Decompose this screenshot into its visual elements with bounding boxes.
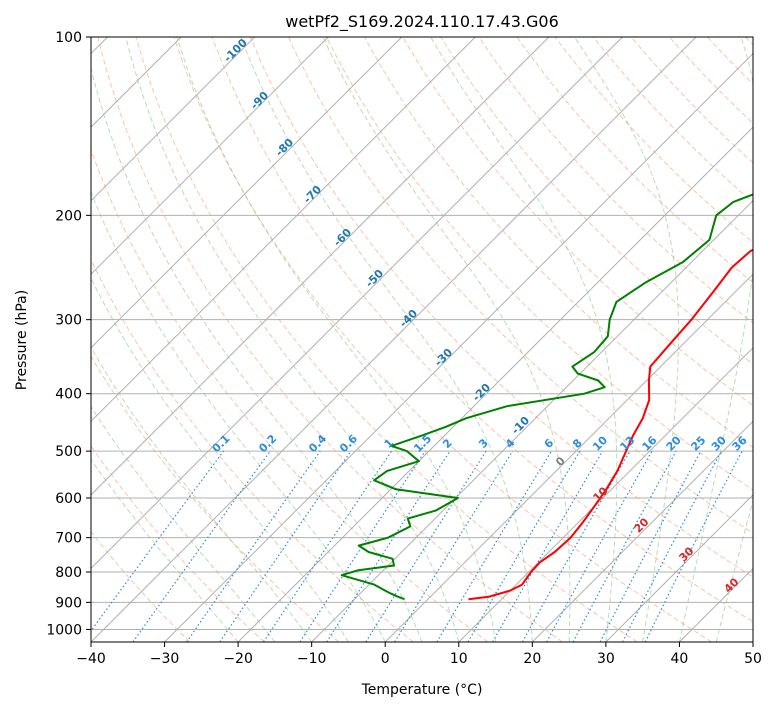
x-tick-label: 20 <box>523 651 541 667</box>
dewpoint-profile <box>340 193 753 601</box>
mixing-ratio-line <box>546 450 653 642</box>
y-tick-label: 100 <box>55 30 82 46</box>
y-tick-label: 200 <box>55 208 82 224</box>
dry-adiabat <box>249 37 753 578</box>
x-axis-label: Temperature (°C) <box>361 682 483 698</box>
mixing-ratio-line <box>132 450 271 642</box>
mixing-ratio-line <box>326 450 451 642</box>
y-tick-label: 700 <box>55 531 82 547</box>
isotherm <box>91 37 476 423</box>
x-tick-label: −30 <box>150 651 180 667</box>
dry-adiabat <box>287 37 753 534</box>
series-layer <box>340 193 753 601</box>
x-tick-label: −10 <box>297 651 327 667</box>
y-tick-label: 900 <box>55 595 82 611</box>
isotherm <box>237 126 753 642</box>
moist-adiabat <box>91 276 349 642</box>
plot-frame <box>90 36 754 643</box>
isotherm <box>91 37 256 202</box>
isotherm <box>164 52 753 642</box>
x-tick-label: 40 <box>671 651 689 667</box>
dry-adiabat <box>440 37 753 365</box>
moist-adiabat <box>678 37 753 642</box>
chart-title: wetPf2_S169.2024.110.17.43.G06 <box>285 12 559 32</box>
moist-adiabat <box>430 37 618 642</box>
dry-adiabat <box>516 37 753 284</box>
x-tick-label: 30 <box>597 651 615 667</box>
isotherm <box>384 273 753 642</box>
dry-adiabat <box>211 37 753 623</box>
dry-adiabat <box>592 37 753 204</box>
dry-adiabat <box>97 37 563 642</box>
y-tick-label: 800 <box>55 565 82 581</box>
dry-adiabat <box>326 37 753 491</box>
x-tick-label: 50 <box>744 651 762 667</box>
mixing-ratio-line <box>521 450 631 642</box>
dry-adiabat <box>91 148 489 642</box>
grid-layer <box>91 37 753 642</box>
dry-adiabat <box>91 530 191 642</box>
dry-adiabat <box>135 37 638 642</box>
temperature-profile <box>468 248 753 601</box>
mixing-ratio-line <box>186 450 321 642</box>
mixing-ratio-line <box>219 450 352 642</box>
y-tick-label: 1000 <box>46 622 82 638</box>
mixing-ratio-line <box>644 450 743 642</box>
moist-adiabat <box>91 66 423 642</box>
moist-adiabat <box>176 37 497 642</box>
isotherm <box>91 37 623 570</box>
isotherm <box>311 199 753 642</box>
y-tick-label: 600 <box>55 491 82 507</box>
axis-layer: −40 −30 −20 −10 0 10 20 30 40 50 1000 900 800 700 600 5… <box>46 30 762 667</box>
x-tick-label: 0 <box>381 651 390 667</box>
mixing-ratio-line <box>394 450 514 642</box>
x-tick-label: 10 <box>450 651 468 667</box>
isotherm <box>605 494 753 642</box>
mixing-ratio-line <box>299 450 426 642</box>
moist-adiabat <box>715 498 753 642</box>
isotherm <box>91 37 403 349</box>
dry-adiabat <box>478 37 753 324</box>
moist-adiabat <box>574 37 679 642</box>
moist-adiabat <box>322 37 571 642</box>
y-tick-label: 300 <box>55 313 82 329</box>
mixing-ratio-line <box>262 450 392 642</box>
isotherm <box>458 347 753 642</box>
isotherm <box>531 420 753 642</box>
isotherm <box>91 37 697 642</box>
moist-adiabat <box>91 405 276 642</box>
isotherm <box>91 37 550 496</box>
dry-adiabat <box>402 37 753 407</box>
y-tick-label: 500 <box>55 444 82 460</box>
moist-adiabat <box>125 37 460 642</box>
moist-adiabat <box>91 190 386 642</box>
y-axis-label: Pressure (hPa) <box>14 290 30 390</box>
mixing-ratio-line <box>91 450 224 632</box>
x-tick-label: −20 <box>223 651 253 667</box>
y-tick-label: 400 <box>55 387 82 403</box>
isotherm <box>91 37 329 275</box>
mixing-ratio-line <box>572 450 677 642</box>
x-tick-label: −40 <box>76 651 106 667</box>
dry-adiabat <box>91 258 414 642</box>
moist-adiabat <box>240 37 533 642</box>
moist-adiabat <box>91 458 239 642</box>
